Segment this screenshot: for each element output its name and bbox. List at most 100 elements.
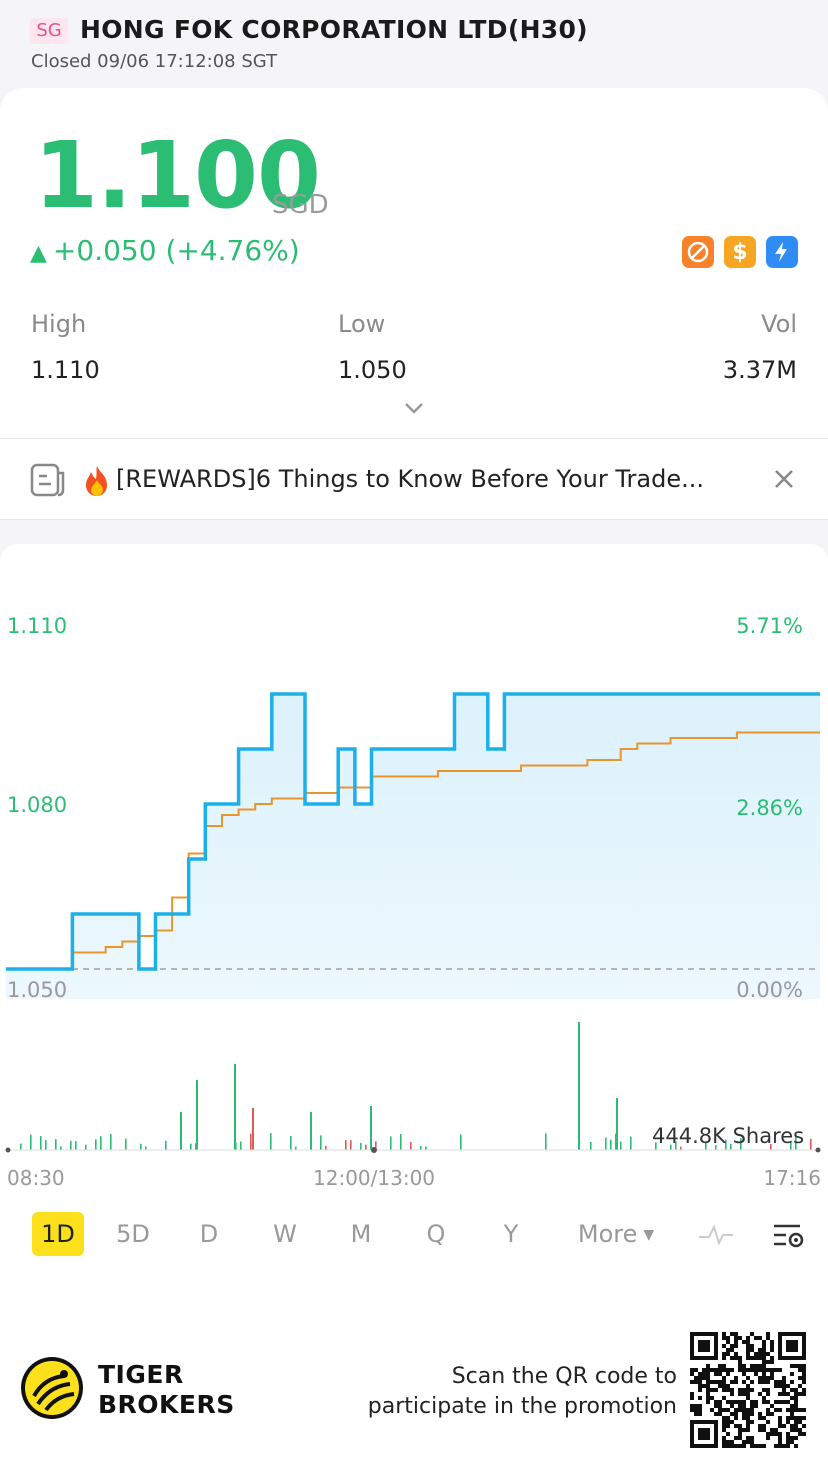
volume-bar [180,1112,182,1150]
y-axis-label: 1.080 [7,793,68,817]
volume-bar [630,1136,632,1150]
volume-bar [140,1143,142,1150]
chart-settings-icon[interactable] [768,1212,808,1256]
volume-bar [375,1141,377,1150]
volume-bar [615,1133,617,1150]
qr-caption: participate in the promotion [367,1394,677,1419]
y-axis-label: 1.110 [7,614,68,638]
price-line [6,692,820,971]
volume-bar [95,1139,97,1150]
volume-bar [345,1140,347,1150]
volume-bar [125,1138,127,1150]
brand-name: BROKERS [98,1390,235,1419]
tab-more[interactable]: More ▼ [570,1212,662,1256]
indicator-icon[interactable] [696,1212,736,1256]
volume-bar [410,1141,412,1150]
volume-bar [290,1135,292,1150]
volume-bar [85,1144,87,1150]
volume-bar [165,1140,167,1150]
volume-bar [610,1139,612,1150]
news-icon [30,463,66,501]
low-label: Low [338,310,386,338]
header: SG HONG FOK CORPORATION LTD(H30) Closed … [0,0,828,90]
brand-name: TIGER [98,1360,184,1389]
promo-banner[interactable]: [REWARDS]6 Things to Know Before Your Tr… [0,440,828,520]
quote-card: 1.100 SGD ▲ +0.050 (+4.76%) $ High 1.110 … [0,88,828,440]
volume-bar [670,1144,672,1150]
volume-bar [425,1146,427,1150]
stock-title: HONG FOK CORPORATION LTD(H30) [80,15,588,44]
currency: SGD [272,190,329,220]
volume-bar [360,1142,362,1150]
high-value: 1.110 [31,356,100,384]
tab-day[interactable]: D [199,1220,219,1248]
volume-bar [578,1022,580,1150]
qr-caption: Scan the QR code to [451,1364,677,1389]
volume-bar [365,1144,367,1150]
volume-bar [390,1136,392,1150]
tab-month[interactable]: M [350,1220,372,1248]
tab-quarter[interactable]: Q [426,1220,446,1248]
volume-bar [70,1140,72,1150]
volume-bar [252,1108,254,1150]
volume-bar [55,1139,57,1150]
volume-bar [655,1142,657,1150]
dollar-icon[interactable]: $ [724,236,756,268]
change-value: +0.050 (+4.76%) [52,234,300,267]
pct-axis-label: 2.86% [736,796,803,820]
chart-card: 1.110 1.080 1.050 5.71% 2.86% 0.00% 444.… [0,544,828,1310]
intraday-chart[interactable] [0,544,828,1164]
volume-bar [616,1098,618,1150]
volume-bar [680,1146,682,1150]
tab-year[interactable]: Y [503,1220,519,1248]
divider [0,519,828,520]
volume-bar [590,1141,592,1150]
up-arrow-icon: ▲ [30,241,47,266]
volume-bar [100,1136,102,1150]
y-axis-label: 1.050 [7,978,68,1002]
volume-bar [60,1146,62,1150]
lightning-icon[interactable] [766,236,798,268]
caret-down-icon: ▼ [643,1227,655,1243]
promo-text[interactable]: [REWARDS]6 Things to Know Before Your Tr… [116,465,704,493]
volume-bar [45,1140,47,1150]
volume-bar [795,1134,797,1150]
volume-bar [715,1145,717,1150]
volume-bar [195,1143,197,1150]
tab-1d[interactable]: 1D [32,1212,84,1256]
volume-bar [40,1136,42,1150]
expand-chevron-icon[interactable] [404,400,424,419]
volume-bar [370,1106,372,1150]
volume-bar [196,1080,198,1150]
volume-bar [420,1146,422,1150]
divider [0,438,828,439]
last-price: 1.100 [34,122,321,229]
no-short-icon[interactable] [682,236,714,268]
volume-bar [770,1144,772,1150]
market-badge: SG [30,18,68,44]
tab-5d[interactable]: 5D [116,1220,150,1248]
volume-bar [810,1138,812,1150]
volume-bar [605,1137,607,1150]
volume-bar [110,1134,112,1150]
stock-tags: $ [682,236,798,268]
vol-value: 3.37M [722,356,797,384]
volume-bar [20,1143,22,1150]
time-label: 17:16 [763,1166,821,1190]
close-icon[interactable] [772,467,796,495]
vol-label: Vol [761,310,797,338]
volume-bar [790,1142,792,1150]
tiger-logo-icon [20,1356,84,1424]
volume-bar [400,1133,402,1150]
volume-bar [725,1139,727,1150]
volume-bar [740,1138,742,1150]
footer: TIGER BROKERS Scan the QR code to partic… [0,1310,828,1470]
pct-axis-label: 0.00% [736,978,803,1002]
volume-bar [145,1146,147,1150]
tab-week[interactable]: W [273,1220,297,1248]
volume-label: 444.8K Shares [652,1124,805,1148]
volume-bar [75,1141,77,1150]
volume-bar [234,1064,236,1150]
volume-bar [310,1112,312,1150]
volume-bar [620,1141,622,1150]
